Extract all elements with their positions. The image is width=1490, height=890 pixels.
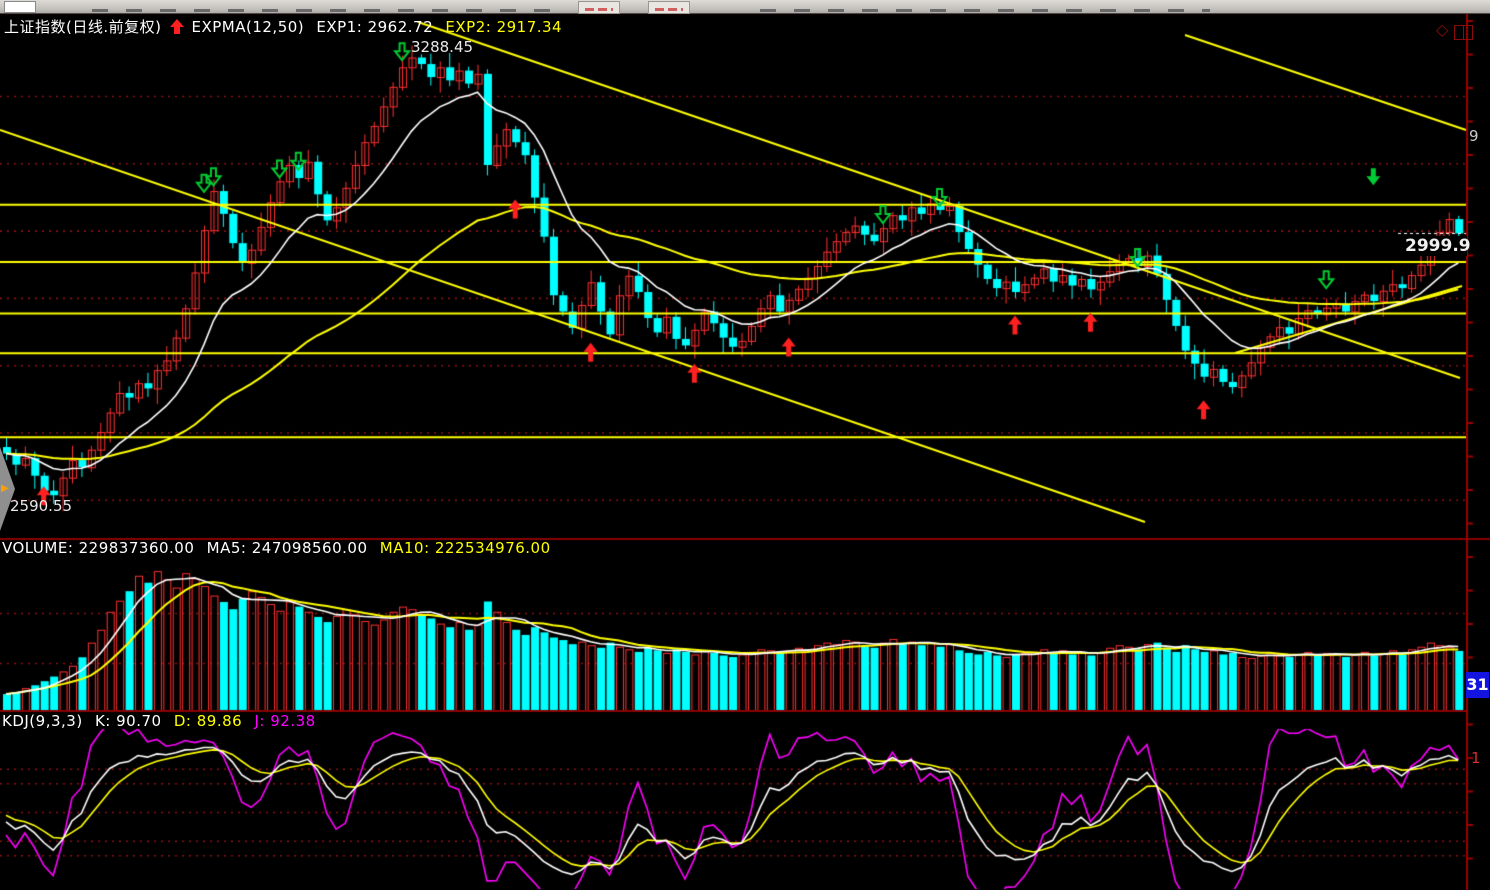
diamond-icon[interactable]: ◇ — [1436, 20, 1449, 39]
menu-logo-box[interactable] — [4, 1, 36, 13]
menu-items-clipped — [92, 9, 562, 12]
indicator-name: EXPMA(12,50) — [191, 18, 305, 36]
kdj-j-value: J: 92.38 — [254, 712, 316, 730]
volume-pane-header: VOLUME: 229837360.00 MA5: 247098560.00 M… — [2, 539, 558, 557]
axis-label-fragment-main: 9 — [1469, 127, 1479, 145]
panel-handle-shape — [0, 447, 15, 531]
left-panel-handle[interactable]: ▶ — [0, 447, 16, 531]
volume-scale-badge: 31 — [1466, 672, 1489, 698]
volume-ma5: MA5: 247098560.00 — [206, 539, 368, 557]
axis-label-fragment-kdj: 1 — [1471, 749, 1481, 767]
menu-bar — [0, 0, 1490, 14]
kdj-pane-header: KDJ(9,3,3) K: 90.70 D: 89.86 J: 92.38 — [2, 712, 323, 730]
kdj-name: KDJ(9,3,3) — [2, 712, 83, 730]
last-price-marker: 2999.9 — [1403, 236, 1471, 256]
menu-button[interactable] — [648, 1, 690, 14]
exp1-value: EXP1: 2962.72 — [316, 18, 434, 36]
low-price-label: 2590.55 — [10, 497, 73, 515]
kdj-k-value: K: 90.70 — [94, 712, 162, 730]
menu-button[interactable] — [578, 1, 620, 14]
peak-price-label: 3288.45 — [411, 38, 474, 56]
volume-value: VOLUME: 229837360.00 — [2, 539, 195, 557]
kdj-d-value: D: 89.86 — [173, 712, 243, 730]
menu-items-clipped — [760, 9, 1210, 12]
volume-ma10: MA10: 222534976.00 — [379, 539, 551, 557]
main-pane-header: 上证指数(日线.前复权) EXPMA(12,50) EXP1: 2962.72 E… — [4, 16, 569, 37]
panel-expand-icon: ▶ — [1, 483, 9, 494]
restore-window-icon[interactable] — [1463, 25, 1473, 40]
symbol-title: 上证指数(日线.前复权) — [4, 18, 162, 36]
up-arrow-icon — [170, 19, 185, 34]
exp2-value: EXP2: 2917.34 — [445, 18, 563, 36]
